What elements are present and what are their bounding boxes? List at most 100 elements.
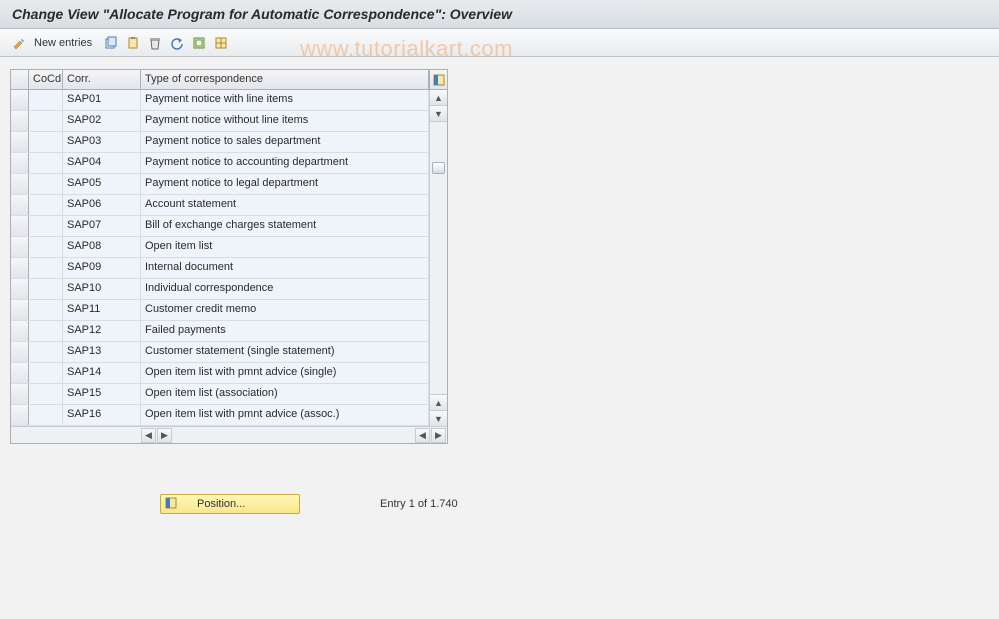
scroll-down-step-icon[interactable]: ▼	[430, 106, 447, 122]
undo-icon[interactable]	[168, 34, 186, 52]
cell-cocd[interactable]	[29, 363, 63, 383]
cell-type[interactable]: Open item list	[141, 237, 429, 257]
cell-corr[interactable]: SAP15	[63, 384, 141, 404]
cell-type[interactable]: Customer credit memo	[141, 300, 429, 320]
cell-type[interactable]: Payment notice to accounting department	[141, 153, 429, 173]
row-selector[interactable]	[11, 174, 29, 194]
scroll-track[interactable]	[430, 122, 447, 394]
toggle-display-icon[interactable]	[10, 34, 28, 52]
cell-corr[interactable]: SAP03	[63, 132, 141, 152]
cell-type[interactable]: Open item list with pmnt advice (single)	[141, 363, 429, 383]
cell-type[interactable]: Internal document	[141, 258, 429, 278]
cell-type[interactable]: Open item list (association)	[141, 384, 429, 404]
row-selector[interactable]	[11, 258, 29, 278]
cell-corr[interactable]: SAP16	[63, 405, 141, 425]
cell-corr[interactable]: SAP02	[63, 111, 141, 131]
select-all-icon[interactable]	[190, 34, 208, 52]
table-row[interactable]: SAP14Open item list with pmnt advice (si…	[11, 363, 429, 384]
table-row[interactable]: SAP03Payment notice to sales department	[11, 132, 429, 153]
row-selector[interactable]	[11, 279, 29, 299]
deselect-all-icon[interactable]	[212, 34, 230, 52]
row-selector[interactable]	[11, 195, 29, 215]
row-selector[interactable]	[11, 153, 29, 173]
cell-corr[interactable]: SAP08	[63, 237, 141, 257]
delete-icon[interactable]	[146, 34, 164, 52]
table-row[interactable]: SAP16Open item list with pmnt advice (as…	[11, 405, 429, 426]
row-selector[interactable]	[11, 300, 29, 320]
row-selector[interactable]	[11, 384, 29, 404]
cell-cocd[interactable]	[29, 90, 63, 110]
table-row[interactable]: SAP11Customer credit memo	[11, 300, 429, 321]
position-button[interactable]: Position...	[160, 494, 300, 514]
cell-cocd[interactable]	[29, 111, 63, 131]
cell-cocd[interactable]	[29, 321, 63, 341]
cell-type[interactable]: Payment notice without line items	[141, 111, 429, 131]
cell-cocd[interactable]	[29, 132, 63, 152]
table-row[interactable]: SAP13Customer statement (single statemen…	[11, 342, 429, 363]
new-entries-button[interactable]: New entries	[34, 37, 92, 49]
cell-corr[interactable]: SAP12	[63, 321, 141, 341]
cell-corr[interactable]: SAP09	[63, 258, 141, 278]
cell-type[interactable]: Payment notice to legal department	[141, 174, 429, 194]
table-row[interactable]: SAP07Bill of exchange charges statement	[11, 216, 429, 237]
row-selector[interactable]	[11, 237, 29, 257]
hscroll-left-step-icon[interactable]: ◀	[415, 428, 430, 443]
table-row[interactable]: SAP15Open item list (association)	[11, 384, 429, 405]
header-type[interactable]: Type of correspondence	[141, 70, 429, 89]
row-selector[interactable]	[11, 132, 29, 152]
cell-type[interactable]: Account statement	[141, 195, 429, 215]
table-row[interactable]: SAP04Payment notice to accounting depart…	[11, 153, 429, 174]
cell-cocd[interactable]	[29, 174, 63, 194]
table-row[interactable]: SAP02Payment notice without line items	[11, 111, 429, 132]
cell-cocd[interactable]	[29, 153, 63, 173]
cell-cocd[interactable]	[29, 384, 63, 404]
hscroll-track[interactable]	[175, 428, 413, 443]
cell-corr[interactable]: SAP10	[63, 279, 141, 299]
cell-cocd[interactable]	[29, 342, 63, 362]
cell-corr[interactable]: SAP11	[63, 300, 141, 320]
cell-cocd[interactable]	[29, 405, 63, 425]
cell-cocd[interactable]	[29, 279, 63, 299]
row-selector[interactable]	[11, 111, 29, 131]
cell-type[interactable]: Customer statement (single statement)	[141, 342, 429, 362]
cell-type[interactable]: Individual correspondence	[141, 279, 429, 299]
row-selector[interactable]	[11, 405, 29, 425]
cell-type[interactable]: Failed payments	[141, 321, 429, 341]
scroll-thumb[interactable]	[432, 162, 445, 174]
cell-cocd[interactable]	[29, 237, 63, 257]
cell-cocd[interactable]	[29, 300, 63, 320]
cell-type[interactable]: Payment notice with line items	[141, 90, 429, 110]
table-row[interactable]: SAP01Payment notice with line items	[11, 90, 429, 111]
header-cocd[interactable]: CoCd	[29, 70, 63, 89]
table-row[interactable]: SAP09Internal document	[11, 258, 429, 279]
cell-cocd[interactable]	[29, 216, 63, 236]
row-selector[interactable]	[11, 363, 29, 383]
table-row[interactable]: SAP12Failed payments	[11, 321, 429, 342]
hscroll-left-icon[interactable]: ◀	[141, 428, 156, 443]
cell-type[interactable]: Payment notice to sales department	[141, 132, 429, 152]
header-select[interactable]	[11, 70, 29, 89]
cell-cocd[interactable]	[29, 258, 63, 278]
hscroll-right-step-icon[interactable]: ▶	[157, 428, 172, 443]
cell-type[interactable]: Open item list with pmnt advice (assoc.)	[141, 405, 429, 425]
cell-type[interactable]: Bill of exchange charges statement	[141, 216, 429, 236]
copy-as-icon[interactable]	[102, 34, 120, 52]
table-row[interactable]: SAP08Open item list	[11, 237, 429, 258]
cell-corr[interactable]: SAP07	[63, 216, 141, 236]
scroll-up-step-icon[interactable]: ▲	[430, 394, 447, 410]
table-row[interactable]: SAP05Payment notice to legal department	[11, 174, 429, 195]
cell-corr[interactable]: SAP05	[63, 174, 141, 194]
table-config-icon[interactable]	[429, 70, 447, 89]
table-row[interactable]: SAP06Account statement	[11, 195, 429, 216]
scroll-down-icon[interactable]: ▼	[430, 410, 447, 426]
hscroll-right-icon[interactable]: ▶	[431, 428, 446, 443]
row-selector[interactable]	[11, 321, 29, 341]
scroll-up-icon[interactable]: ▲	[430, 90, 447, 106]
cell-corr[interactable]: SAP14	[63, 363, 141, 383]
table-row[interactable]: SAP10Individual correspondence	[11, 279, 429, 300]
row-selector[interactable]	[11, 90, 29, 110]
row-selector[interactable]	[11, 342, 29, 362]
paste-icon[interactable]	[124, 34, 142, 52]
horizontal-scrollbar[interactable]: ◀ ▶ ◀ ▶	[11, 426, 447, 443]
vertical-scrollbar[interactable]: ▲ ▼ ▲ ▼	[429, 90, 447, 426]
